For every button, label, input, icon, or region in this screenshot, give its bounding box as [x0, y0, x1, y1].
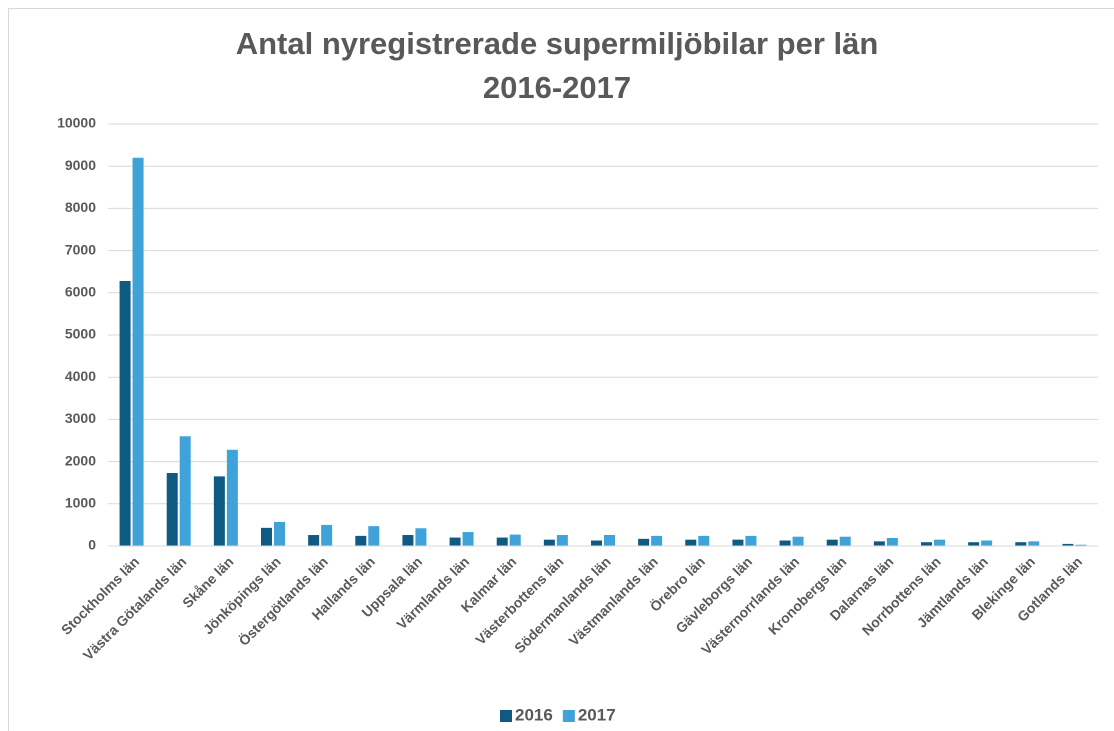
- bar: [213, 476, 225, 546]
- legend-swatch: [562, 710, 575, 722]
- bar: [651, 535, 663, 546]
- y-tick-label: 10000: [57, 115, 96, 131]
- legend-label: 2017: [578, 705, 616, 724]
- bar: [779, 540, 791, 546]
- bar: [591, 540, 602, 546]
- x-tick-label: Västerbottens län: [472, 553, 566, 647]
- y-tick-label: 3000: [65, 410, 96, 426]
- bar: [638, 538, 650, 546]
- bar: [698, 535, 710, 546]
- bar: [745, 535, 757, 546]
- bar: [509, 534, 521, 546]
- y-tick-label: 1000: [65, 495, 96, 511]
- x-tick-label: Stockholms län: [58, 553, 142, 637]
- bar: [308, 535, 320, 546]
- chart-border: [8, 8, 1114, 731]
- bar: [981, 540, 993, 546]
- bar: [119, 280, 131, 546]
- bar: [826, 539, 838, 546]
- bar: [1075, 544, 1087, 546]
- bar: [1062, 543, 1074, 546]
- legend-swatch: [500, 710, 512, 722]
- bar: [792, 536, 804, 546]
- bar: [1028, 541, 1040, 546]
- bar: [274, 521, 285, 546]
- bar: [732, 539, 744, 546]
- y-tick-label: 6000: [65, 284, 96, 300]
- y-tick-label: 2000: [65, 452, 96, 468]
- y-tick-label: 0: [88, 537, 96, 553]
- bar: [886, 537, 898, 546]
- bar: [226, 449, 238, 546]
- bar: [449, 537, 461, 546]
- chart-title: Antal nyregistrerade supermiljöbilar per…: [235, 26, 879, 105]
- x-tick-label: Östergötlands län: [235, 553, 330, 648]
- bar: [321, 524, 333, 546]
- x-tick-label: Västmanlands län: [565, 553, 660, 648]
- bar: [839, 536, 851, 546]
- bar: [934, 539, 945, 546]
- bar: [261, 527, 272, 546]
- bar: [496, 537, 508, 546]
- bar: [415, 528, 427, 546]
- y-tick-label: 7000: [65, 241, 96, 257]
- bar: [1015, 542, 1027, 546]
- y-tick-label: 4000: [65, 368, 96, 384]
- bar: [685, 539, 697, 546]
- bar: [402, 535, 414, 546]
- bar: [604, 535, 615, 546]
- bar: [368, 526, 380, 546]
- bar: [968, 542, 980, 546]
- y-tick-label: 5000: [65, 326, 96, 342]
- legend-label: 2016: [515, 705, 553, 724]
- y-tick-label: 9000: [65, 157, 96, 173]
- bar: [179, 436, 191, 546]
- bar: [556, 535, 568, 546]
- bar: [873, 541, 885, 546]
- bar: [462, 532, 474, 546]
- bar: [355, 535, 367, 546]
- y-tick-label: 8000: [65, 199, 96, 215]
- bar: [921, 542, 932, 546]
- bar: [543, 539, 555, 546]
- bar: [166, 472, 178, 546]
- bar: [132, 157, 144, 546]
